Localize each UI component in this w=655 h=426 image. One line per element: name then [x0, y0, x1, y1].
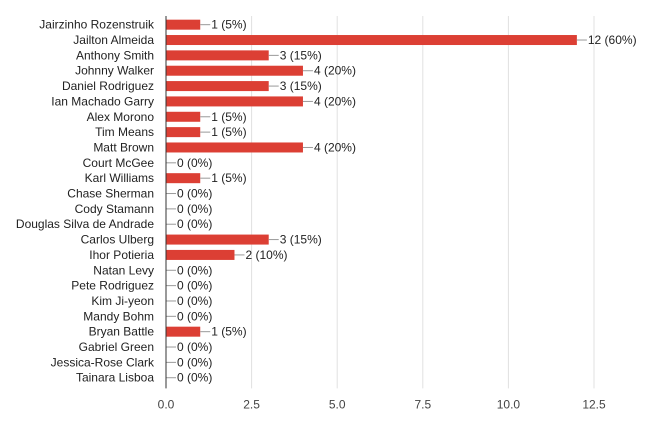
- bar: [166, 111, 201, 122]
- data-label: 3 (15%): [280, 48, 322, 62]
- bar: [166, 249, 235, 260]
- x-tick-label: 0.0: [158, 397, 175, 411]
- category-label: Anthony Smith: [76, 48, 154, 62]
- category-label: Ian Machado Garry: [51, 94, 154, 108]
- category-label: Alex Morono: [87, 110, 155, 124]
- data-label: 12 (60%): [588, 33, 637, 47]
- data-label: 1 (5%): [211, 125, 246, 139]
- data-label: 3 (15%): [280, 79, 322, 93]
- bar: [166, 173, 201, 184]
- category-label: Cody Stamann: [75, 202, 154, 216]
- category-label: Daniel Rodriguez: [62, 79, 154, 93]
- bar: [166, 142, 303, 153]
- category-label: Karl Williams: [85, 171, 154, 185]
- data-label: 0 (0%): [177, 371, 212, 385]
- data-label: 0 (0%): [177, 187, 212, 201]
- category-label: Pete Rodriguez: [71, 279, 154, 293]
- bar: [166, 127, 201, 138]
- data-label: 4 (20%): [314, 64, 356, 78]
- x-tick-label: 5.0: [329, 397, 346, 411]
- category-label: Bryan Battle: [89, 325, 155, 339]
- category-label: Court McGee: [83, 156, 155, 170]
- bar: [166, 50, 269, 61]
- category-label: Douglas Silva de Andrade: [16, 217, 154, 231]
- category-label: Mandy Bohm: [83, 309, 154, 323]
- category-label: Matt Brown: [93, 140, 154, 154]
- data-label: 0 (0%): [177, 340, 212, 354]
- bar: [166, 35, 577, 46]
- bar: [166, 234, 269, 245]
- data-label: 1 (5%): [211, 18, 246, 32]
- category-label: Chase Sherman: [67, 187, 154, 201]
- x-tick-label: 12.5: [582, 397, 606, 411]
- data-label: 0 (0%): [177, 309, 212, 323]
- data-label: 1 (5%): [211, 171, 246, 185]
- category-label: Carlos Ulberg: [81, 233, 154, 247]
- bar: [166, 96, 303, 107]
- category-label: Jessica-Rose Clark: [51, 355, 155, 369]
- data-label: 0 (0%): [177, 355, 212, 369]
- category-label: Tim Means: [95, 125, 154, 139]
- data-label: 0 (0%): [177, 294, 212, 308]
- x-tick-label: 7.5: [414, 397, 431, 411]
- category-label: Gabriel Green: [79, 340, 154, 354]
- x-tick-labels: 0.0 2.5 5.0 7.5 10.0 12.5: [158, 397, 606, 411]
- data-label: 0 (0%): [177, 156, 212, 170]
- bar: [166, 81, 269, 92]
- data-label: 0 (0%): [177, 202, 212, 216]
- data-label: 1 (5%): [211, 325, 246, 339]
- data-label: 2 (10%): [245, 248, 287, 262]
- bar: [166, 326, 201, 337]
- data-label: 0 (0%): [177, 217, 212, 231]
- data-labels: 1 (5%)12 (60%)3 (15%)4 (20%)3 (15%)4 (20…: [177, 18, 637, 385]
- category-label: Kim Ji-yeon: [91, 294, 154, 308]
- bars: [166, 19, 577, 337]
- bar: [166, 65, 303, 76]
- x-tick-label: 2.5: [243, 397, 260, 411]
- category-label: Jailton Almeida: [73, 33, 154, 47]
- leader-lines: [166, 24, 587, 379]
- data-label: 4 (20%): [314, 94, 356, 108]
- category-label: Jairzinho Rozenstruik: [39, 18, 155, 32]
- category-label: Tainara Lisboa: [76, 371, 154, 385]
- category-label: Johnny Walker: [75, 64, 154, 78]
- data-label: 0 (0%): [177, 263, 212, 277]
- x-tick-label: 10.0: [497, 397, 521, 411]
- data-label: 4 (20%): [314, 140, 356, 154]
- data-label: 0 (0%): [177, 279, 212, 293]
- data-label: 1 (5%): [211, 110, 246, 124]
- bar: [166, 19, 201, 30]
- category-label: Ihor Potieria: [89, 248, 154, 262]
- category-label: Natan Levy: [93, 263, 154, 277]
- data-label: 3 (15%): [280, 233, 322, 247]
